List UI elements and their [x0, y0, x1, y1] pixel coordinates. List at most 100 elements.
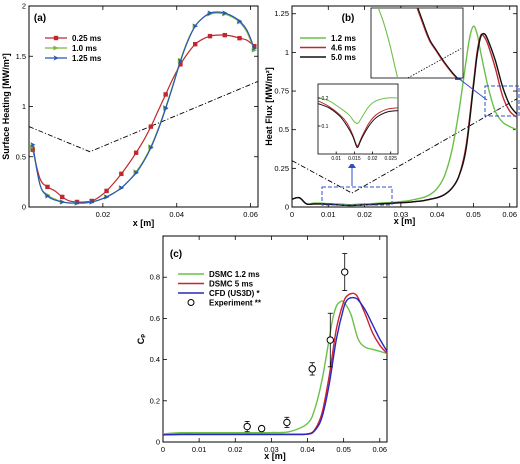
- series-marker-a-2: [207, 10, 213, 16]
- series-marker-a-0: [193, 41, 198, 47]
- x-tick-label-b: 0: [290, 210, 294, 219]
- series-line-c-2: [162, 296, 388, 436]
- series-marker-a-0: [237, 35, 242, 41]
- legend-label-b-0: 1.2 ms: [331, 34, 356, 43]
- geometry-outline-b: [291, 98, 518, 194]
- x-tick-label-c: 0.02: [228, 445, 243, 454]
- series-marker-a-0: [207, 33, 213, 39]
- plot-frame-b: [291, 5, 518, 208]
- inset-peak-series-2: [417, 7, 458, 79]
- y-tick-label-b: 0: [285, 203, 289, 212]
- inset-low-x-tick-label: 0.025: [384, 156, 397, 162]
- y-tick-label-c: 0.6: [150, 314, 160, 323]
- series-marker-a-2: [45, 193, 51, 199]
- series-line-b-2: [291, 32, 518, 207]
- y-tick-label-b: 1.25: [274, 9, 289, 18]
- x-tick-label-c: 0.05: [336, 445, 351, 454]
- panel-label-c: (c): [170, 249, 182, 260]
- legend-label-c-3: Experiment **: [209, 299, 262, 308]
- zoom-arrowhead-low-b: [348, 162, 356, 168]
- panel-label-b: (b): [342, 13, 355, 24]
- series-marker-a-2: [30, 142, 36, 148]
- y-axis-title-a: Surface Heating [MW/m²]: [1, 53, 11, 160]
- series-marker-a-2: [89, 199, 95, 205]
- series-marker-a-0: [222, 32, 227, 38]
- y-axis-title-b: Heat Flux [MW/m²]: [264, 67, 274, 146]
- x-tick-label-c: 0.01: [192, 445, 207, 454]
- series-marker-a-2: [59, 199, 66, 205]
- series-line-c-0: [162, 300, 388, 435]
- series-marker-a-0: [133, 150, 139, 155]
- series-marker-a-0: [60, 194, 65, 200]
- inset-low-frame: [317, 83, 399, 155]
- x-tick-label-b: 0.05: [466, 210, 481, 219]
- series-marker-a-0: [178, 62, 183, 67]
- zoom-box-peak-b: [484, 85, 520, 117]
- inset-low-series-0: [317, 97, 399, 124]
- legend-label-a-2: 1.25 ms: [72, 54, 102, 63]
- x-tick-label-a: 0.04: [169, 210, 184, 219]
- series-marker-a-2: [104, 194, 110, 200]
- series-marker-a-2: [251, 45, 258, 51]
- series-marker-a-2: [148, 145, 154, 151]
- series-marker-a-2: [118, 185, 125, 191]
- legend-label-a-0: 0.25 ms: [72, 34, 102, 43]
- legend-label-c-2: CFD (US3D) *: [209, 289, 261, 298]
- y-tick-label-b: 0.25: [274, 164, 289, 173]
- series-marker-a-2: [133, 170, 139, 176]
- geometry-outline-a: [28, 80, 259, 153]
- series-marker-a-2: [237, 18, 243, 24]
- inset-peak-frame: [370, 7, 464, 79]
- panel-b: 0 0.01 0.02 0.03 0.04 0.05 0.06 0 0.25 0.5 0.75 1 1.…: [264, 5, 520, 226]
- series-marker-a-2: [192, 23, 199, 29]
- legend-label-c-0: DSMC 1.2 ms: [209, 270, 260, 279]
- inset-peak-geometry: [407, 48, 462, 79]
- x-axis-title-c: x [m]: [264, 451, 286, 461]
- inset-low-x-tick-label: 0.01: [331, 156, 341, 162]
- series-line-a-0: [32, 34, 255, 203]
- panel-a: 0.02 0.04 0.06 0 0.5 1 1.5 2 x [m] Surface Heatin…: [1, 2, 259, 228]
- series-marker-a-2: [222, 10, 228, 16]
- zoom-box-low-b: [321, 186, 393, 206]
- series-marker-a-2: [163, 105, 169, 112]
- y-tick-label-b: 0.5: [279, 125, 289, 134]
- x-axis-title-a: x [m]: [133, 218, 155, 228]
- inset-low-x-tick-label: 0.015: [348, 156, 361, 162]
- legend-marker-c-3: [187, 299, 195, 306]
- experiment-point-c: [243, 422, 251, 431]
- series-marker-a-2: [74, 200, 80, 206]
- y-tick-label-c: 0.8: [150, 273, 160, 282]
- x-tick-label-c: 0.03: [264, 445, 279, 454]
- legend-label-a-1: 1.0 ms: [72, 44, 97, 53]
- y-tick-label-b: 1: [285, 48, 289, 57]
- legend-label-b-1: 4.6 ms: [331, 44, 356, 53]
- x-tick-label-a: 0.02: [96, 210, 111, 219]
- inset-low-y-tick-label: 0.1: [322, 124, 329, 130]
- series-marker-a-0: [45, 184, 50, 190]
- series-marker-a-0: [148, 124, 154, 129]
- x-tick-label-c: 0: [161, 445, 165, 454]
- y-tick-label-c: 0.2: [150, 396, 160, 405]
- y-axis-title-c: Cₚ: [136, 334, 146, 344]
- x-axis-title-b: x [m]: [394, 216, 416, 226]
- series-marker-a-2: [178, 58, 184, 64]
- series-marker-a-0: [104, 188, 109, 194]
- experiment-point-c: [341, 268, 349, 276]
- series-marker-a-0: [252, 44, 257, 49]
- inset-low-x-tick-label: 0.02: [368, 156, 378, 162]
- x-tick-label-a: 0.06: [243, 210, 258, 219]
- y-tick-label-a: 1.5: [16, 52, 26, 61]
- x-tick-label-b: 0.01: [321, 210, 336, 219]
- series-line-a-1: [32, 12, 255, 204]
- y-tick-label-c: 0.4: [150, 355, 160, 364]
- series-marker-a-0: [163, 92, 168, 97]
- x-tick-label-b: 0.06: [502, 210, 517, 219]
- plot-frame-c: [162, 235, 388, 443]
- legend-marker-a-1: [53, 45, 59, 51]
- inset-low-y-tick-label: 0.2: [322, 96, 329, 102]
- x-tick-label-c: 0.06: [372, 445, 387, 454]
- x-tick-label-b: 0.03: [394, 210, 409, 219]
- y-tick-label-a: 2: [22, 2, 26, 11]
- experiment-point-c: [283, 418, 291, 427]
